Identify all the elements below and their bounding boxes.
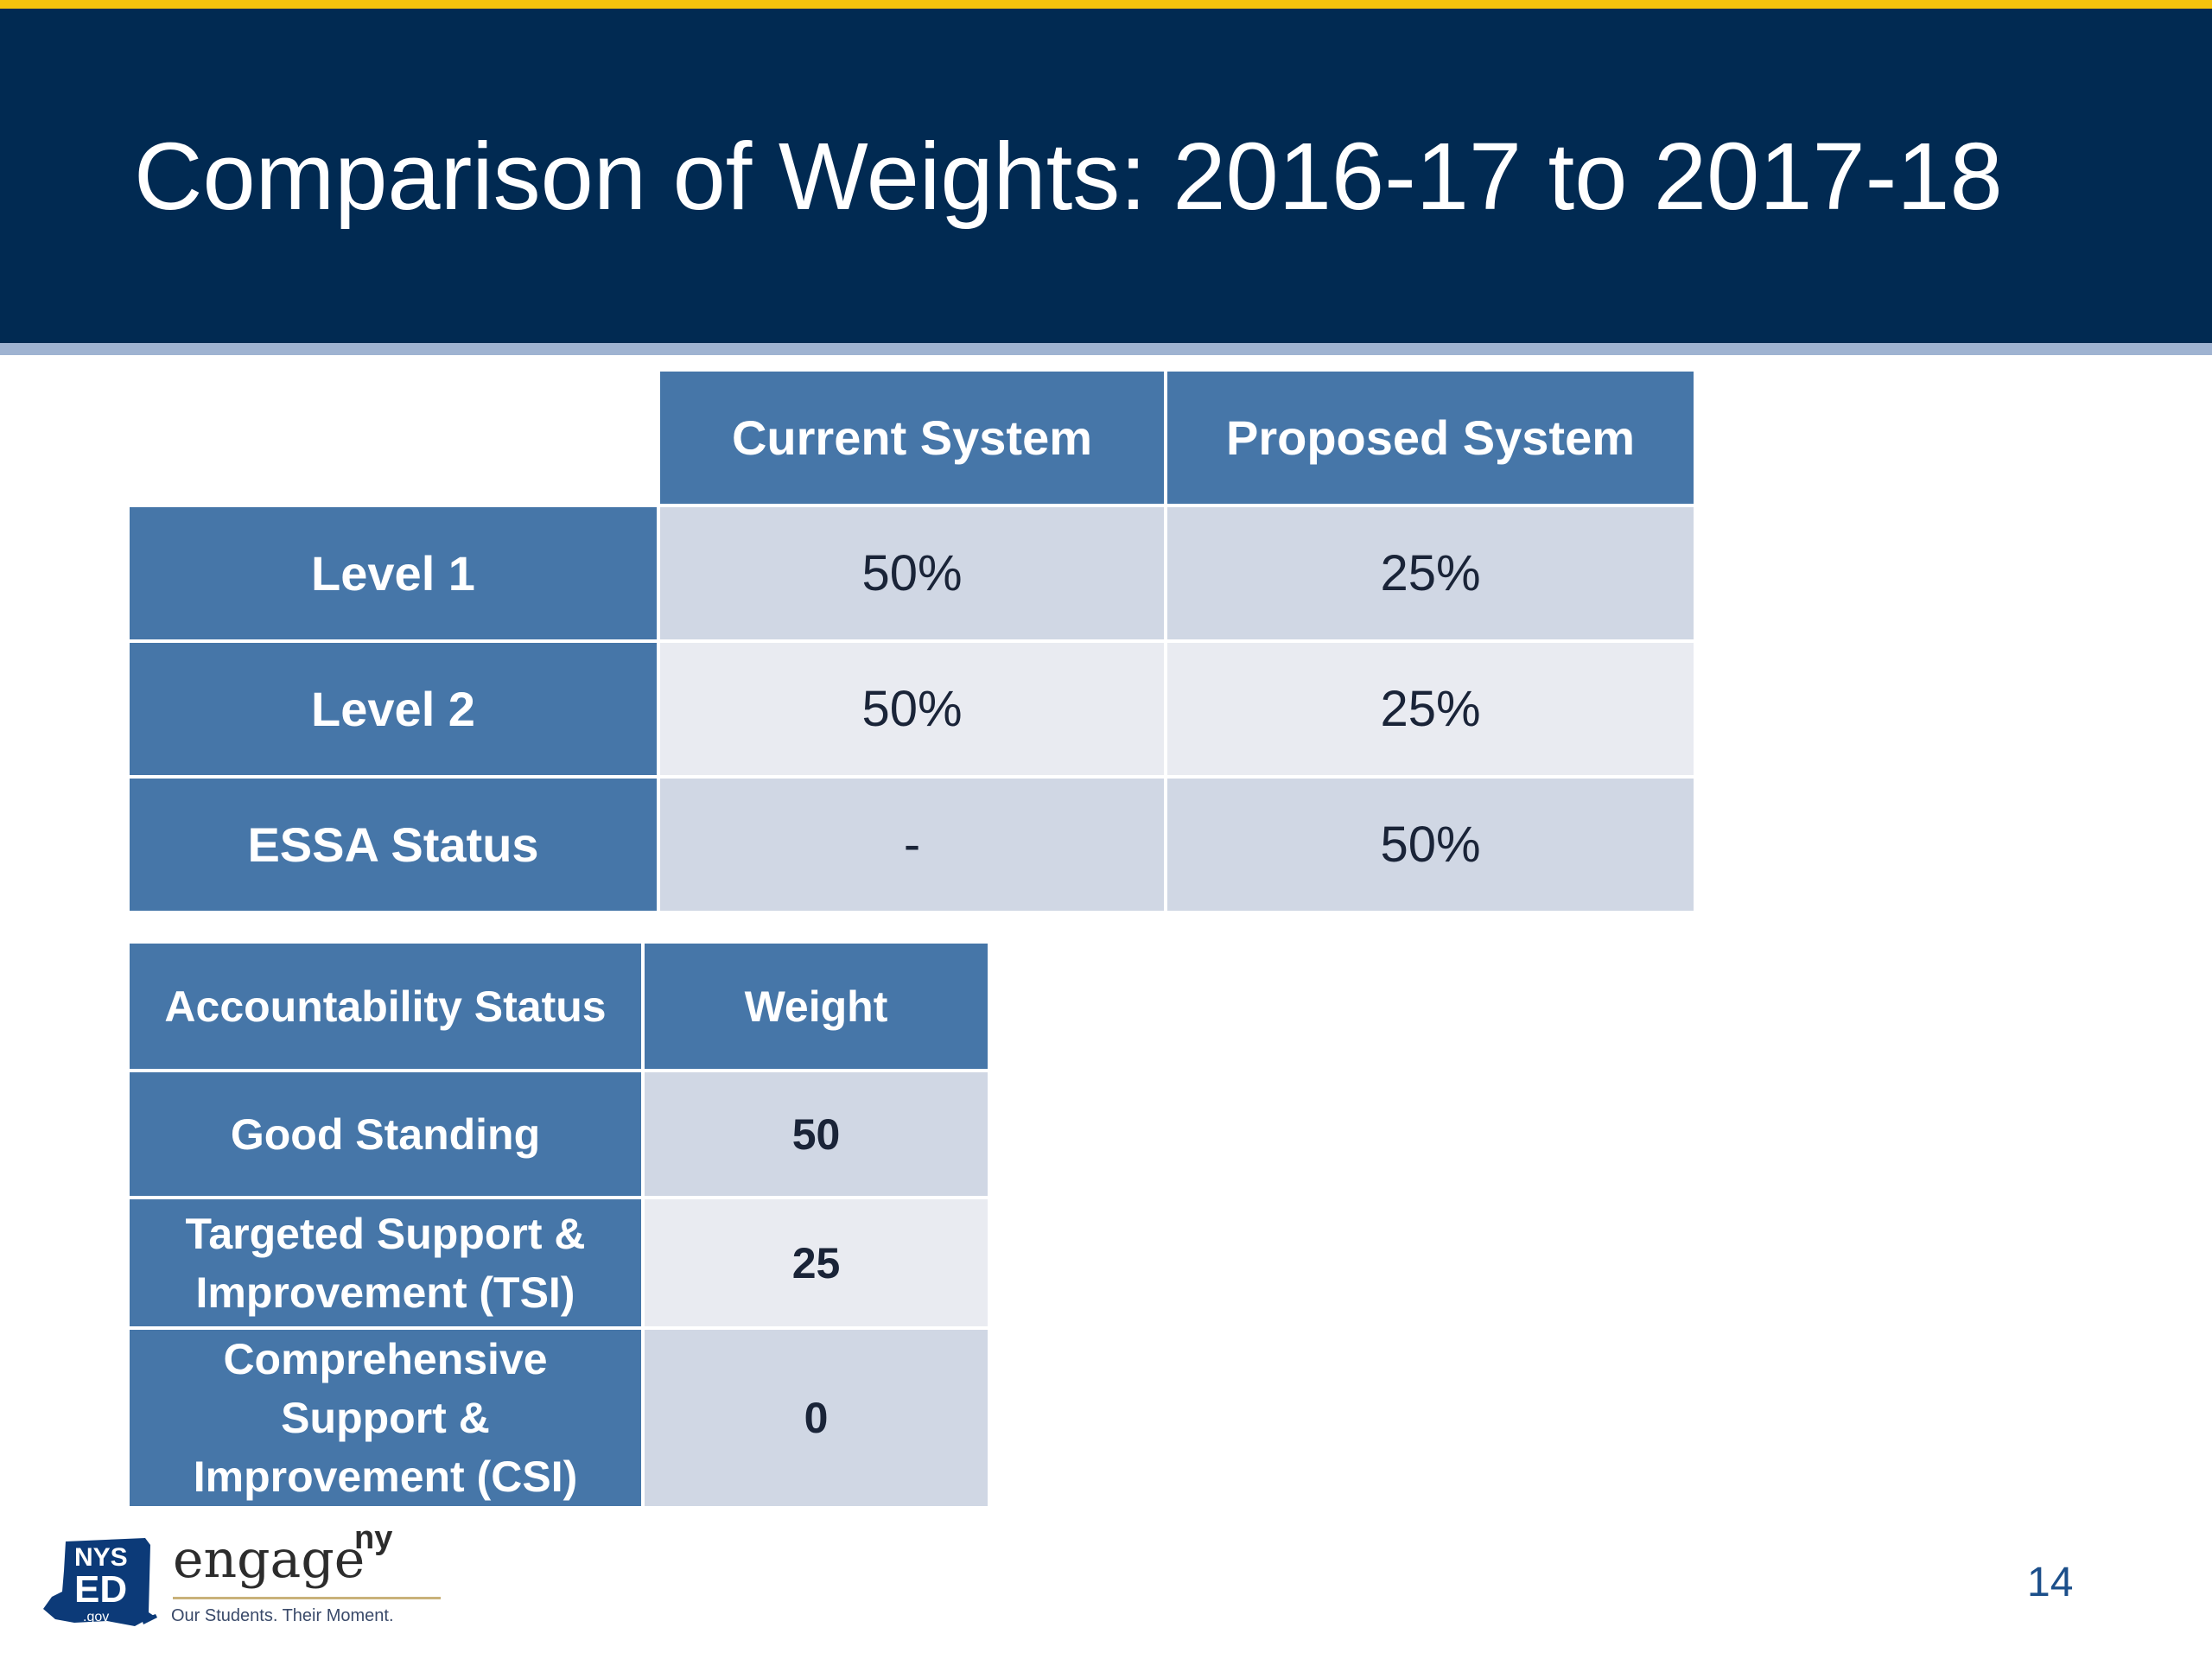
cell-level-2-current: 50% xyxy=(660,643,1164,775)
table-row: Targeted Support & Improvement (TSI) 25 xyxy=(130,1199,988,1326)
logo-brand-superscript: ny xyxy=(354,1520,393,1556)
table-corner-blank xyxy=(130,372,657,504)
new-york-state-shape-icon xyxy=(43,1538,157,1626)
row-header-csi: Comprehensive Support & Improvement (CSI… xyxy=(130,1330,641,1506)
row-header-line: Targeted Support & xyxy=(185,1209,586,1258)
page-number: 14 xyxy=(2027,1560,2074,1605)
column-header-current-system: Current System xyxy=(660,372,1164,504)
cell-level-1-current: 50% xyxy=(660,507,1164,639)
top-accent-stripe xyxy=(0,0,2212,9)
column-header-proposed-system: Proposed System xyxy=(1167,372,1694,504)
row-header-line: Good Standing xyxy=(230,1109,541,1159)
cell-csi-weight: 0 xyxy=(645,1330,988,1506)
row-header-line: Improvement (CSI) xyxy=(193,1452,578,1501)
engageny-logo: NYS ED .gov engage ny Our Students. Thei… xyxy=(40,1520,441,1642)
row-header-good-standing: Good Standing xyxy=(130,1072,641,1196)
row-header-essa-status: ESSA Status xyxy=(130,779,657,911)
row-header-level-2: Level 2 xyxy=(130,643,657,775)
cell-tsi-weight: 25 xyxy=(645,1199,988,1326)
row-header-line: Support & xyxy=(281,1394,490,1442)
row-header-line: Improvement (TSI) xyxy=(195,1268,575,1317)
cell-level-1-proposed: 25% xyxy=(1167,507,1694,639)
logo-ed-text: ED xyxy=(74,1568,128,1611)
cell-good-standing-weight: 50 xyxy=(645,1072,988,1196)
row-header-line: Comprehensive xyxy=(223,1335,548,1383)
logo-tagline: Our Students. Their Moment. xyxy=(171,1606,394,1625)
cell-essa-status-proposed: 50% xyxy=(1167,779,1694,911)
column-header-accountability-status: Accountability Status xyxy=(130,944,641,1069)
header-underline xyxy=(0,343,2212,355)
slide-header: Comparison of Weights: 2016-17 to 2017-1… xyxy=(0,9,2212,343)
weights-comparison-table: Current System Proposed System Level 1 5… xyxy=(126,368,1697,914)
logo-divider xyxy=(173,1597,441,1599)
table-row: Level 2 50% 25% xyxy=(130,643,1694,775)
logo-nys-text: NYS xyxy=(74,1543,128,1572)
row-header-tsi: Targeted Support & Improvement (TSI) xyxy=(130,1199,641,1326)
logo-brand-name: engage xyxy=(173,1529,365,1590)
table-row: ESSA Status - 50% xyxy=(130,779,1694,911)
table-row: Good Standing 50 xyxy=(130,1072,988,1196)
cell-essa-status-current: - xyxy=(660,779,1164,911)
column-header-weight: Weight xyxy=(645,944,988,1069)
table-row: Level 1 50% 25% xyxy=(130,507,1694,639)
table-header-row: Accountability Status Weight xyxy=(130,944,988,1069)
table-header-row: Current System Proposed System xyxy=(130,372,1694,504)
logo-gov-text: .gov xyxy=(83,1610,110,1624)
row-header-level-1: Level 1 xyxy=(130,507,657,639)
table-row: Comprehensive Support & Improvement (CSI… xyxy=(130,1330,988,1506)
accountability-status-table: Accountability Status Weight Good Standi… xyxy=(126,940,991,1510)
cell-level-2-proposed: 25% xyxy=(1167,643,1694,775)
slide-title: Comparison of Weights: 2016-17 to 2017-1… xyxy=(134,124,2003,230)
